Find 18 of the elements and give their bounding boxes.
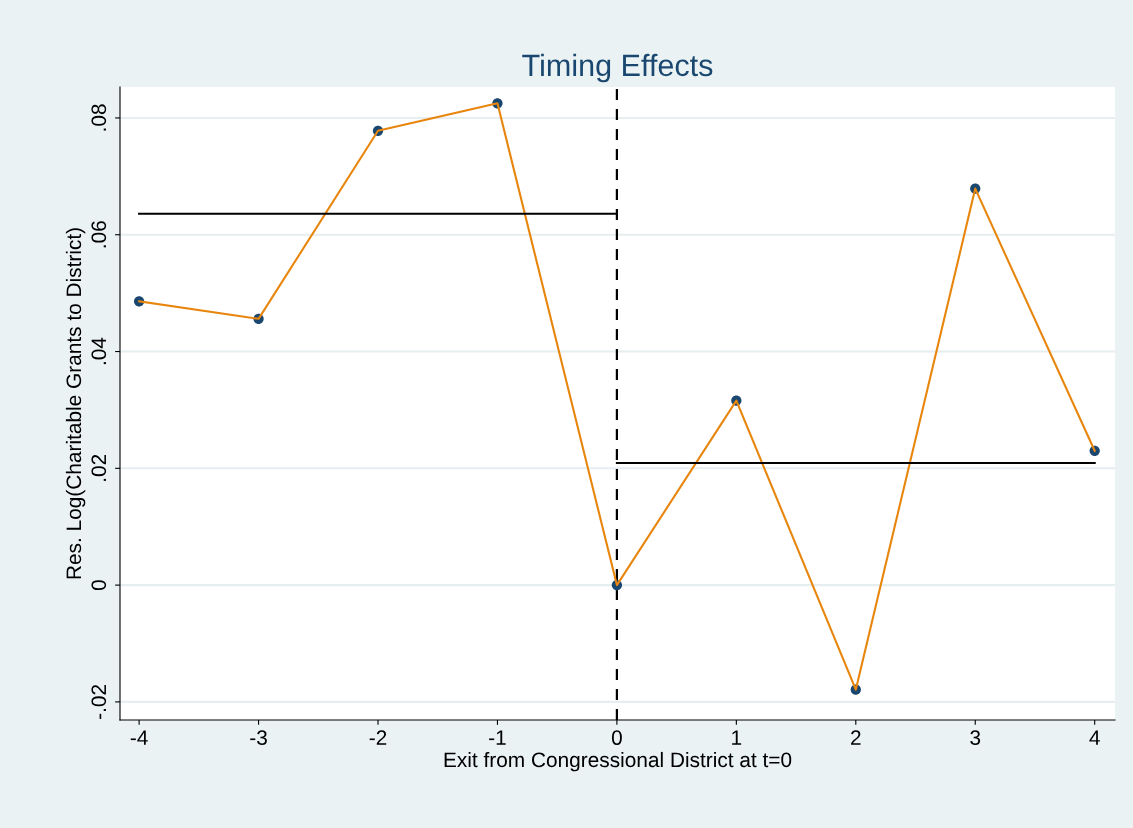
x-axis-title: Exit from Congressional District at t=0 [444, 751, 792, 772]
x-tick-label: 3 [970, 730, 981, 746]
y-tick-label: .08 [91, 104, 107, 131]
y-tick-label: .04 [91, 337, 107, 365]
x-tick-label: 1 [732, 730, 742, 745]
y-tick-label: 0 [91, 580, 107, 591]
x-tick-label: -2 [369, 730, 387, 745]
x-tick-label: 0 [611, 730, 622, 746]
y-tick-label: .02 [91, 454, 107, 481]
y-tick-label: -.02 [91, 684, 107, 719]
x-tick-label: 4 [1089, 730, 1100, 745]
x-tick-label: -3 [250, 730, 267, 746]
x-tick-label: 2 [851, 730, 861, 745]
x-tick-label: -1 [489, 730, 506, 745]
x-tick-label: -4 [130, 730, 148, 745]
chart-title: Timing Effects [522, 53, 713, 83]
y-tick-label: .06 [91, 221, 107, 248]
y-axis-title: Res. Log(Charitable Grants to District) [65, 228, 86, 579]
